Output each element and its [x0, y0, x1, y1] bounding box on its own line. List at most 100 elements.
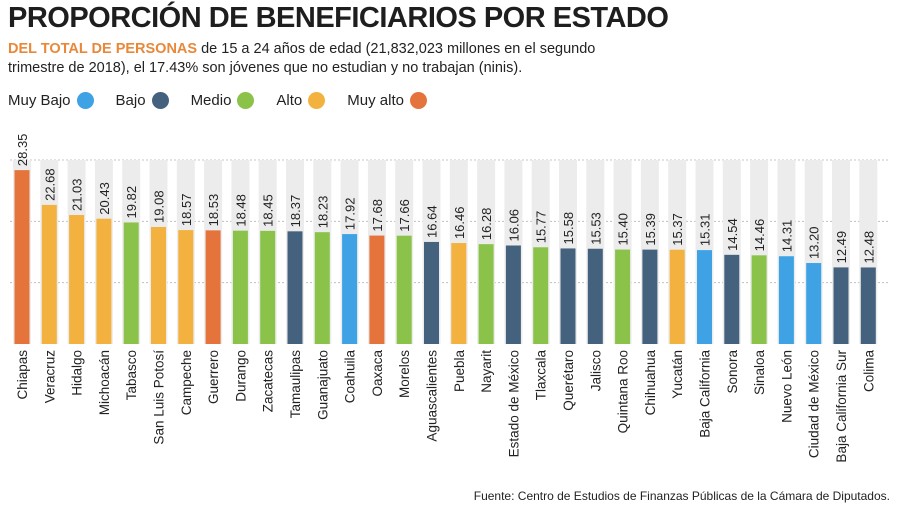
legend-swatch: [237, 92, 255, 109]
value-label: 15.77: [534, 211, 549, 244]
value-label: 17.68: [370, 199, 385, 232]
value-label: 12.49: [834, 231, 849, 264]
value-label: 15.40: [616, 213, 631, 246]
bar-chart: 28.35 Chiapas 22.68 Veracruz 21.03 Hidalgo 20.…: [10, 134, 890, 463]
legend-item-bajo: Bajo: [116, 92, 169, 109]
category-label: Durango: [233, 350, 248, 402]
category-label: Veracruz: [42, 350, 57, 404]
value-label: 18.57: [179, 194, 194, 227]
category-label: Chiapas: [15, 350, 30, 400]
category-label: Nuevo León: [779, 350, 794, 423]
bar: [232, 230, 248, 344]
bar: [833, 267, 849, 344]
value-label: 16.46: [452, 206, 467, 239]
legend-label: Muy alto: [347, 92, 404, 109]
subtitle-highlight: DEL TOTAL DE PERSONAS: [8, 41, 198, 57]
category-label: Baja California Sur: [834, 350, 849, 463]
bar: [178, 230, 194, 344]
bar: [451, 243, 467, 344]
value-label: 14.31: [779, 220, 794, 253]
value-label: 15.31: [698, 214, 713, 247]
category-label: Sinaloa: [752, 350, 767, 396]
value-label: 18.48: [233, 194, 248, 227]
legend-item-muy-bajo: Muy Bajo: [8, 92, 94, 109]
category-label: Baja California: [698, 350, 713, 438]
bar: [860, 267, 876, 344]
value-label: 28.35: [15, 134, 30, 167]
bar: [424, 241, 439, 344]
bar: [669, 249, 685, 344]
value-label: 14.46: [752, 219, 767, 252]
value-label: 13.20: [807, 226, 822, 259]
value-label: 14.54: [725, 218, 740, 251]
category-label: Yucatán: [670, 350, 685, 399]
bar: [96, 218, 112, 344]
category-label: Querétaro: [561, 350, 576, 411]
bar: [724, 254, 740, 344]
bar: [587, 248, 603, 344]
legend-label: Alto: [276, 92, 303, 109]
category-label: Coahuila: [343, 350, 358, 404]
category-label: Tabasco: [124, 350, 139, 400]
value-label: 15.53: [588, 212, 603, 245]
category-label: Morelos: [397, 350, 412, 398]
value-label: 18.45: [261, 194, 276, 227]
bar: [806, 263, 822, 344]
category-label: Colima: [861, 350, 876, 393]
category-label: Guanajuato: [315, 350, 330, 420]
bar: [751, 255, 767, 344]
bar: [287, 231, 303, 344]
category-label: Nayarit: [479, 350, 494, 393]
value-label: 19.82: [124, 186, 139, 219]
legend: Muy Bajo Bajo Medio Alto Muy alto: [8, 92, 449, 109]
legend-item-alto: Alto: [276, 92, 326, 109]
bar: [560, 248, 576, 344]
value-label: 15.58: [561, 212, 576, 245]
value-label: 19.08: [152, 190, 167, 223]
legend-swatch: [76, 92, 94, 109]
category-label: Campeche: [179, 350, 194, 415]
bar: [260, 230, 276, 344]
legend-item-medio: Medio: [191, 92, 255, 109]
value-label: 12.48: [861, 231, 876, 264]
bar: [314, 232, 330, 344]
value-label: 17.92: [343, 198, 358, 231]
bar: [778, 256, 794, 344]
category-label: Quintana Roo: [616, 350, 631, 433]
value-label: 20.43: [97, 182, 112, 215]
bar: [697, 250, 712, 344]
legend-swatch: [409, 92, 427, 109]
bar: [533, 247, 549, 344]
legend-swatch: [308, 92, 326, 109]
bar: [41, 204, 57, 344]
category-label: Puebla: [452, 350, 467, 393]
value-label: 18.37: [288, 195, 303, 228]
category-label: Michoacán: [97, 350, 112, 415]
bar: [615, 249, 631, 344]
value-label: 21.03: [70, 178, 85, 211]
category-label: Hidalgo: [70, 350, 85, 396]
legend-swatch: [151, 92, 169, 109]
bar: [14, 170, 30, 344]
bar: [342, 234, 358, 344]
category-label: Zacatecas: [261, 350, 276, 413]
category-label: Ciudad de México: [807, 350, 822, 458]
value-label: 22.68: [42, 168, 57, 201]
bar: [505, 245, 521, 344]
category-label: Sonora: [725, 350, 740, 394]
bar: [369, 235, 385, 344]
bar: [642, 249, 658, 344]
bar: [151, 226, 166, 344]
legend-label: Medio: [190, 92, 232, 109]
value-label: 15.37: [670, 213, 685, 246]
value-label: 16.28: [479, 208, 494, 241]
bar: [478, 244, 494, 344]
category-label: Estado de México: [506, 350, 521, 457]
category-label: Chihuahua: [643, 350, 658, 416]
subtitle-text: de 15 a 24 años de edad (21,832,023 mill…: [8, 41, 596, 76]
bar: [205, 230, 221, 344]
bar: [396, 235, 412, 344]
legend-item-muy-alto: Muy alto: [347, 92, 427, 109]
value-label: 15.39: [643, 213, 658, 246]
category-label: Aguascalientes: [425, 350, 440, 442]
